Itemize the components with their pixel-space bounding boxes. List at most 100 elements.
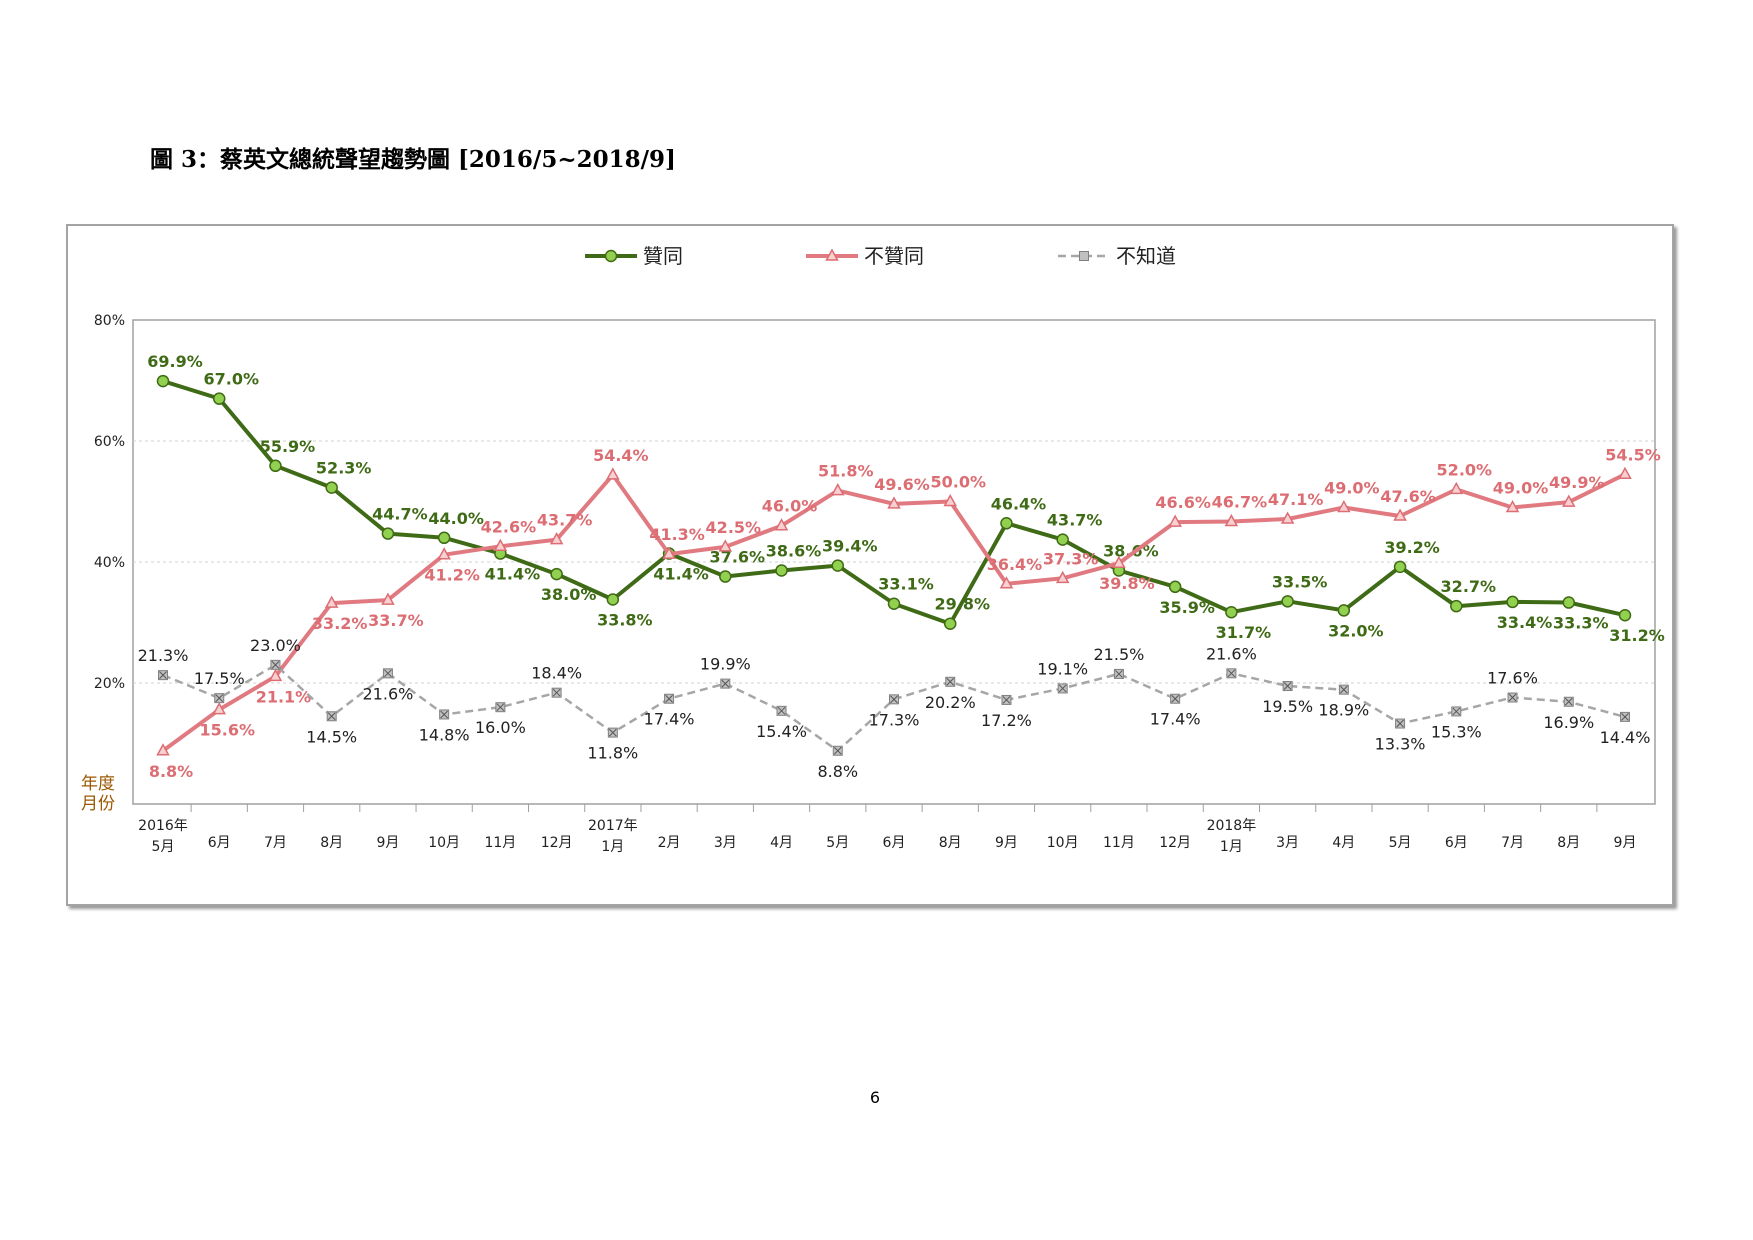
- data-label: 21.6%: [363, 684, 414, 703]
- page-number: 6: [869, 1088, 881, 1107]
- data-label: 41.2%: [424, 566, 480, 585]
- y-tick-label: 60%: [94, 434, 125, 450]
- x-tick-month-label: 9月: [995, 835, 1018, 851]
- data-label: 69.9%: [147, 352, 203, 371]
- series-point-approve: [1168, 580, 1182, 594]
- series-point-disapprove: [493, 538, 508, 552]
- x-tick-month-label: 3月: [714, 835, 737, 851]
- data-label: 14.8%: [419, 725, 470, 744]
- series-point-unknown-x: [1115, 670, 1123, 678]
- series-point-approve: [1281, 595, 1294, 608]
- data-label: 32.0%: [1328, 621, 1384, 640]
- series-point-disapprove: [943, 493, 957, 507]
- series-point-approve: [606, 593, 620, 606]
- series-point-unknown-x: [1339, 685, 1348, 694]
- x-tick-month-label: 7月: [264, 835, 287, 851]
- x-tick-month-label: 12月: [1159, 835, 1191, 851]
- data-label: 32.7%: [1441, 577, 1497, 596]
- x-tick-month-label: 1月: [601, 839, 624, 855]
- data-label: 19.1%: [1037, 659, 1088, 678]
- data-label: 67.0%: [203, 370, 259, 389]
- series-point-approve: [1393, 560, 1407, 574]
- data-label: 55.9%: [260, 437, 316, 456]
- data-label: 49.0%: [1493, 479, 1549, 498]
- series-point-disapprove: [324, 595, 339, 608]
- series-point-disapprove: [1112, 555, 1126, 568]
- data-label: 13.3%: [1375, 735, 1426, 754]
- chart-svg: 80% 60% 40% 20% 2016年 5月 6月 7月 8月 9月 10月 11月 12月 2017…: [81, 244, 1665, 855]
- series-point-unknown-x: [608, 728, 617, 737]
- series-point-disapprove: [156, 743, 170, 756]
- data-label: 49.0%: [1324, 479, 1380, 498]
- x-tick-month-label: 5月: [1389, 835, 1412, 851]
- x-tick-month-label: 10月: [1047, 835, 1079, 851]
- series-point-approve: [325, 481, 338, 494]
- data-label: 8.8%: [817, 762, 858, 781]
- x-tick-month-label: 6月: [208, 835, 231, 851]
- series-point-unknown-x: [1171, 694, 1180, 703]
- data-label: 33.7%: [368, 611, 424, 630]
- data-label: 11.8%: [587, 744, 638, 763]
- data-label: 8.8%: [149, 762, 193, 781]
- data-label: 17.6%: [1487, 669, 1538, 688]
- data-label: 17.4%: [1150, 710, 1201, 729]
- series-point-approve: [1618, 608, 1632, 622]
- data-label: 20.2%: [925, 693, 976, 712]
- series-point-disapprove: [1337, 499, 1351, 513]
- series-point-disapprove: [606, 467, 620, 480]
- series-point-approve: [437, 531, 451, 545]
- data-label: 46.4%: [991, 494, 1047, 513]
- series-point-unknown-x: [1621, 713, 1629, 721]
- x-tick-year-label: 2018年: [1207, 818, 1257, 834]
- x-tick-month-label: 7月: [1501, 835, 1524, 851]
- series-point-approve: [1506, 595, 1519, 609]
- legend-marker: [604, 249, 618, 263]
- data-label: 33.8%: [597, 611, 653, 630]
- data-label: 54.4%: [593, 446, 649, 465]
- x-tick-year-label: 2016年: [138, 818, 188, 834]
- data-label: 21.5%: [1094, 645, 1145, 664]
- legend-marker: [825, 248, 839, 261]
- data-label: 29.8%: [934, 595, 990, 614]
- series-point-disapprove: [1280, 511, 1295, 524]
- series-point-unknown-x: [159, 671, 167, 679]
- data-label: 43.7%: [1047, 511, 1103, 530]
- data-label: 39.2%: [1384, 538, 1440, 557]
- data-label: 47.6%: [1380, 487, 1436, 506]
- data-label: 44.7%: [372, 505, 428, 524]
- x-axis-caption-year: 年度: [81, 774, 115, 794]
- series-point-unknown-x: [1508, 693, 1517, 702]
- series-point-disapprove: [437, 547, 451, 560]
- series-point-unknown-x: [833, 746, 842, 755]
- data-label: 51.8%: [818, 462, 874, 481]
- series-point-approve: [1337, 604, 1351, 617]
- x-tick-month-label: 8月: [320, 835, 343, 851]
- data-label: 36.4%: [987, 555, 1043, 574]
- series-point-approve: [887, 597, 901, 610]
- data-label: 18.4%: [531, 664, 582, 683]
- data-label: 14.4%: [1600, 728, 1651, 747]
- data-label: 38.0%: [541, 585, 597, 604]
- x-tick-month-label: 11月: [1103, 835, 1135, 851]
- data-label: 42.6%: [481, 517, 537, 536]
- series-point-unknown-x: [1564, 697, 1573, 706]
- x-tick-month-label: 6月: [1445, 835, 1468, 851]
- data-label: 19.5%: [1262, 697, 1313, 716]
- series-point-disapprove: [1055, 570, 1070, 584]
- data-label: 41.4%: [485, 565, 541, 584]
- data-label: 44.0%: [428, 509, 484, 528]
- series-point-disapprove: [1562, 494, 1576, 507]
- x-tick-year-label: 2017年: [588, 818, 638, 834]
- series-point-disapprove: [662, 546, 676, 559]
- data-label: 38.6%: [1103, 541, 1159, 560]
- data-label: 31.7%: [1216, 623, 1272, 642]
- x-tick-month-label: 6月: [883, 835, 906, 851]
- data-label: 18.9%: [1318, 701, 1369, 720]
- series-point-approve: [381, 527, 395, 540]
- legend-label: 贊同: [643, 244, 683, 268]
- series-point-disapprove: [1168, 514, 1182, 527]
- data-label: 15.6%: [199, 721, 255, 740]
- series-point-disapprove: [999, 576, 1014, 589]
- data-label: 37.3%: [1043, 549, 1099, 568]
- series-point-disapprove: [212, 702, 226, 715]
